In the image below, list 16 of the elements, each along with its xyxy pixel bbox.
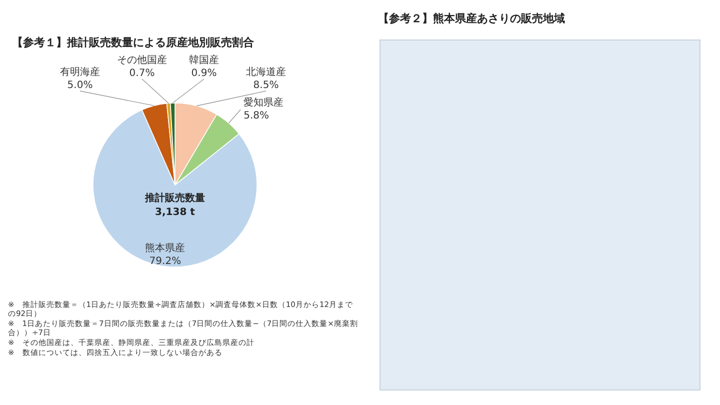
slice-label: 韓国産 <box>189 54 219 66</box>
data-label: 79.2% <box>149 256 182 267</box>
data-label: 0.9% <box>191 68 217 79</box>
text: 推計販売数量 <box>144 192 205 204</box>
slice-label: 愛知県産 <box>244 96 284 109</box>
text: 【参考２】熊本県産あさりの販売地域 <box>378 12 565 25</box>
data-label: 5.8% <box>244 110 270 122</box>
slice-label: 有明海産 <box>60 66 100 78</box>
data-label: 0.7% <box>129 68 155 79</box>
slice-label: その他国産 <box>117 54 167 66</box>
data-label: 5.0% <box>67 80 93 91</box>
slice-label: 北海道産 <box>246 66 286 78</box>
text: 3,138 t <box>155 207 196 218</box>
data-label: 8.5% <box>253 80 279 91</box>
chart-title: 【参考１】推計販売数量による原産地別販売割合 <box>12 36 255 49</box>
slice-label: 熊本県産 <box>145 242 186 254</box>
